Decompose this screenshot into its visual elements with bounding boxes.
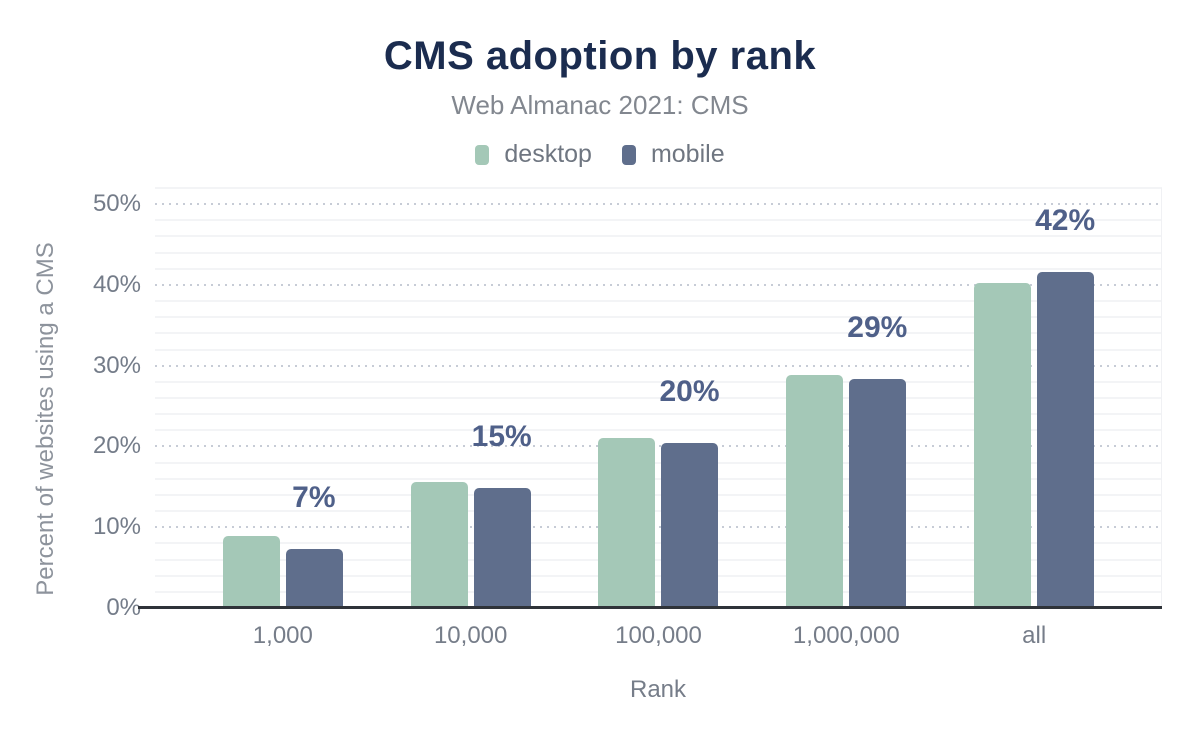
gridline-major-50 — [155, 203, 1162, 206]
gridline-minor-22 — [155, 429, 1162, 432]
value-label-100000: 20% — [659, 375, 720, 409]
bar-mobile-100000 — [661, 443, 719, 608]
gridline-minor-52 — [155, 187, 1162, 189]
value-label-1000: 7% — [292, 481, 336, 515]
legend: desktop mobile — [0, 140, 1200, 169]
gridline-minor-8 — [155, 542, 1162, 545]
x-tick-label-10000: 10,000 — [433, 622, 508, 649]
gridline-major-10 — [155, 526, 1162, 529]
value-label-1000000: 29% — [847, 310, 908, 344]
gridline-minor-6 — [155, 558, 1162, 561]
x-tick-label-1000000: 1,000,000 — [792, 622, 900, 649]
x-tick-label-all: all — [1022, 622, 1047, 649]
x-tick-label-100000: 100,000 — [615, 622, 702, 649]
gridline-minor-42 — [155, 267, 1162, 270]
gridline-minor-24 — [155, 413, 1162, 416]
desktop-swatch-icon — [475, 144, 490, 165]
bar-group-100000: 20% 100,000 — [598, 188, 720, 649]
gridline-minor-26 — [155, 397, 1162, 399]
chart-title: CMS adoption by rank — [383, 34, 817, 78]
gridline-minor-34 — [155, 332, 1162, 335]
y-tick-label-10: 10% — [92, 513, 141, 541]
gridline-major-40 — [155, 283, 1162, 286]
gridline-minor-2 — [155, 590, 1162, 593]
legend-item-mobile: mobile — [621, 140, 725, 169]
bar-desktop-1000000 — [786, 375, 844, 608]
gridline-minor-48 — [155, 219, 1162, 222]
bar-mobile-1000000 — [849, 378, 907, 608]
bar-group-all: 42% all — [974, 188, 1096, 649]
gridline-minor-12 — [155, 510, 1162, 513]
y-tick-label-0: 0% — [106, 594, 141, 621]
mobile-swatch-icon — [621, 144, 636, 165]
gridline-minor-18 — [155, 461, 1162, 464]
gridline-major-30 — [155, 364, 1162, 367]
x-tick-label-1000: 1,000 — [252, 622, 313, 649]
y-tick-label-40: 40% — [92, 270, 141, 298]
x-axis-title: Rank — [629, 676, 687, 703]
bar-desktop-10000 — [410, 482, 468, 608]
bar-group-10000: 15% 10,000 — [410, 188, 532, 649]
gridline-major-20 — [155, 445, 1162, 448]
gridline-minor-28 — [155, 380, 1162, 383]
bar-mobile-10000 — [473, 487, 531, 608]
value-label-10000: 15% — [471, 419, 532, 453]
legend-label-desktop: desktop — [504, 140, 592, 168]
chart-subtitle: Web Almanac 2021: CMS — [451, 90, 749, 120]
bar-desktop-100000 — [598, 438, 656, 608]
gridline-minor-38 — [155, 300, 1162, 303]
plot-area: 0% 10% 20% 30% 40% 50% 7% 1,000 15% 10,000 20% 100,… — [93, 187, 1162, 649]
gridline-minor-36 — [155, 316, 1162, 319]
legend-item-desktop: desktop — [475, 140, 592, 169]
bar-mobile-1000 — [285, 549, 343, 608]
legend-label-mobile: mobile — [650, 140, 725, 168]
gridline-minor-14 — [155, 493, 1162, 496]
gridline-minor-46 — [155, 235, 1162, 238]
value-label-all: 42% — [1035, 204, 1096, 237]
bar-desktop-1000 — [222, 536, 280, 608]
bar-mobile-all — [1037, 272, 1095, 608]
gridline-minor-32 — [155, 348, 1162, 351]
bar-desktop-all — [974, 282, 1032, 608]
y-axis-title: Percent of websites using a CMS — [32, 242, 59, 596]
bar-group-1000: 7% 1,000 — [222, 188, 343, 649]
bar-group-1000000: 29% 1,000,000 — [786, 188, 908, 649]
y-tick-label-30: 30% — [92, 351, 141, 379]
y-tick-label-50: 50% — [92, 190, 141, 218]
gridline-minor-44 — [155, 251, 1162, 254]
y-tick-label-20: 20% — [92, 432, 141, 460]
plot-right-border — [1161, 188, 1162, 608]
gridline-minor-16 — [155, 477, 1162, 480]
gridline-minor-4 — [155, 574, 1162, 577]
